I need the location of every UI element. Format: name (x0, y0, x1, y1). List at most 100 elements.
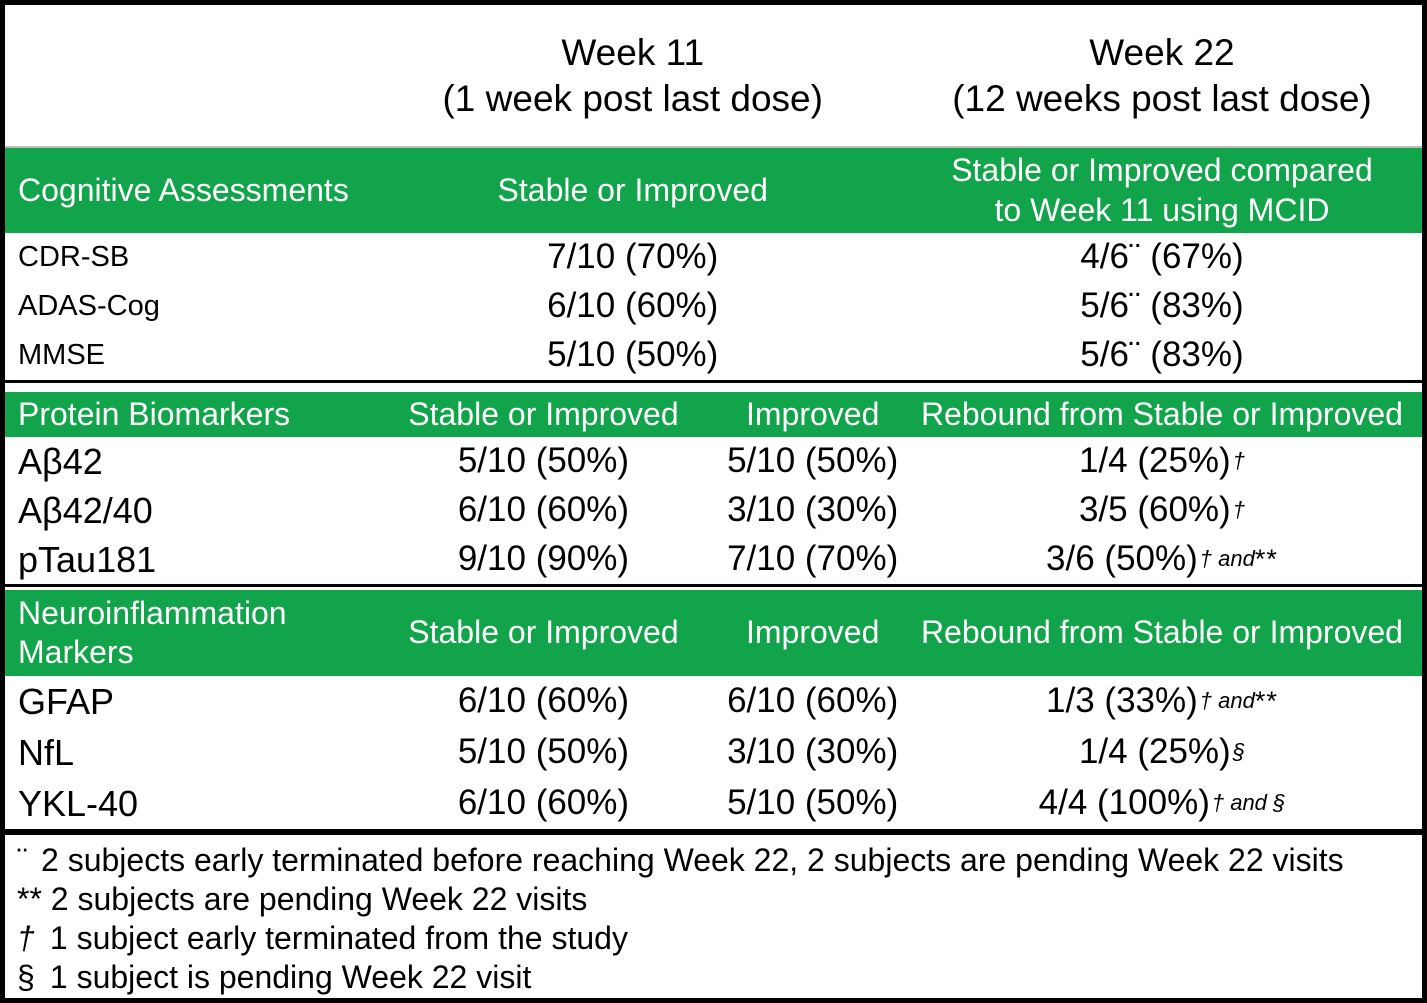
rebound-value-text: 1/4 (25%) (1078, 441, 1231, 481)
row-label: MMSE (18, 338, 105, 371)
rebound-value: 1/4 (25%) § (902, 727, 1422, 778)
cognitive-week22-column-header-line1: Stable or Improved compared (951, 152, 1373, 189)
table-row-mmse: MMSE 5/10 (50%) 5/6¨ (83%) (5, 331, 1422, 380)
row-label: YKL-40 (18, 782, 139, 824)
rebound-value-text: 4/4 (100%) (1038, 783, 1210, 823)
footnote-dagger: † 1 subject early terminated from the st… (17, 919, 1410, 958)
footnote-marker-sup: § (1232, 739, 1245, 765)
footnote-double-asterisk: ** 2 subjects are pending Week 22 visits (17, 880, 1410, 919)
cognitive-section-title: Cognitive Assessments (18, 171, 349, 208)
table-row-ptau181: pTau181 9/10 (90%) 7/10 (70%) 3/6 (50%) †… (5, 535, 1422, 584)
rebound-value: 1/3 (33%) † and ** (902, 676, 1422, 727)
week11-header: Week 11 (1 week post last dose) (364, 5, 902, 146)
protein-rebound-column-header: Rebound from Stable or Improved (920, 395, 1403, 432)
footnote-marker: ¨ (17, 842, 28, 878)
table-row-adas-cog: ADAS-Cog 6/10 (60%) 5/6¨ (83%) (5, 282, 1422, 331)
row-label: CDR-SB (18, 240, 130, 273)
cognitive-section-header: Cognitive Assessments Stable or Improved… (5, 148, 1422, 233)
footnote-marker-star: ** (1254, 544, 1278, 575)
footnote-marker-sup: † and (1199, 546, 1255, 572)
neuro-section-header: Neuroinflammation Markers Stable or Impr… (5, 590, 1422, 676)
protein-stable-column-header: Stable or Improved (408, 395, 679, 432)
stable-value: 6/10 (60%) (457, 490, 630, 530)
improved-value: 7/10 (70%) (727, 539, 899, 579)
stable-value: 5/10 (50%) (457, 732, 630, 772)
row-label: GFAP (18, 680, 115, 722)
timepoint-header-spacer (5, 5, 364, 146)
stable-value: 5/10 (50%) (457, 441, 630, 481)
table-row-ykl-40: YKL-40 6/10 (60%) 5/10 (50%) 4/4 (100%) †… (5, 778, 1422, 829)
improved-value: 3/10 (30%) (727, 732, 899, 772)
week11-value: 7/10 (70%) (547, 237, 719, 277)
section-gap (5, 383, 1422, 392)
section-divider (5, 584, 1422, 587)
footnote-marker-sup: † (1232, 497, 1245, 523)
week11-title: Week 11 (561, 32, 705, 74)
neuro-improved-column-header: Improved (745, 614, 880, 651)
week22-subtitle: (12 weeks post last dose) (952, 77, 1372, 119)
footnotes: ¨ 2 subjects early terminated before reac… (5, 835, 1422, 998)
rebound-value-text: 1/3 (33%) (1046, 681, 1198, 721)
row-label: Aβ42/40 (18, 489, 153, 531)
table-row-abeta42-40: Aβ42/40 6/10 (60%) 3/10 (30%) 3/5 (60%) † (5, 486, 1422, 535)
row-label: NfL (18, 731, 75, 773)
stable-value: 9/10 (90%) (457, 539, 630, 579)
improved-value: 6/10 (60%) (727, 681, 899, 721)
timepoint-header-row: Week 11 (1 week post last dose) Week 22 … (5, 5, 1422, 146)
footnote-marker-sup: † and (1199, 688, 1255, 714)
row-label: ADAS-Cog (18, 289, 160, 322)
protein-section-title: Protein Biomarkers (18, 395, 291, 432)
footnote-marker-sup: † (1232, 448, 1245, 474)
table-row-gfap: GFAP 6/10 (60%) 6/10 (60%) 1/3 (33%) † an… (5, 676, 1422, 727)
stable-value: 6/10 (60%) (457, 783, 630, 823)
neuro-rebound-column-header: Rebound from Stable or Improved (920, 614, 1403, 651)
table-row-nfl: NfL 5/10 (50%) 3/10 (30%) 1/4 (25%) § (5, 727, 1422, 778)
footnote-section-sign: § 1 subject is pending Week 22 visit (17, 958, 1410, 997)
row-label: Aβ42 (18, 440, 103, 482)
week22-header: Week 22 (12 weeks post last dose) (902, 5, 1422, 146)
rebound-value: 3/5 (60%) † (902, 486, 1422, 535)
footnote-marker: § (17, 959, 35, 995)
footnote-text: 1 subject is pending Week 22 visit (49, 959, 532, 995)
rebound-value: 3/6 (50%) † and ** (902, 535, 1422, 584)
rebound-value: 1/4 (25%) † (902, 437, 1422, 486)
neuro-section-title-line2: Markers (18, 634, 134, 670)
improved-value: 5/10 (50%) (727, 783, 899, 823)
footnote-text: 2 subjects are pending Week 22 visits (50, 881, 588, 917)
table-row-cdr-sb: CDR-SB 7/10 (70%) 4/6¨ (67%) (5, 233, 1422, 282)
footnote-divider (5, 829, 1422, 835)
rebound-value: 4/4 (100%) † and § (902, 778, 1422, 829)
row-label: pTau181 (18, 538, 157, 580)
improved-value: 5/10 (50%) (727, 441, 899, 481)
week22-value: 5/6¨ (83%) (1080, 335, 1244, 375)
footnote-text: 2 subjects early terminated before reach… (41, 842, 1344, 878)
cognitive-week22-column-header: Stable or Improved compared to Week 11 u… (902, 148, 1422, 233)
rebound-value-text: 3/5 (60%) (1078, 490, 1231, 530)
footnote-marker-star: ** (1254, 686, 1278, 717)
week22-value: 4/6¨ (67%) (1080, 237, 1244, 277)
week11-subtitle: (1 week post last dose) (442, 77, 823, 119)
week11-value: 6/10 (60%) (547, 286, 719, 326)
section-divider (5, 380, 1422, 383)
footnote-marker-sup: † and § (1211, 790, 1286, 816)
table-row-abeta42: Aβ42 5/10 (50%) 5/10 (50%) 1/4 (25%) † (5, 437, 1422, 486)
week11-value: 5/10 (50%) (547, 335, 719, 375)
rebound-value-text: 1/4 (25%) (1078, 732, 1231, 772)
cognitive-week11-column-header: Stable or Improved (497, 171, 768, 208)
footnote-marker: † (17, 920, 35, 956)
protein-section-header: Protein Biomarkers Stable or Improved Im… (5, 392, 1422, 437)
header-divider (5, 146, 1422, 148)
protein-improved-column-header: Improved (745, 395, 880, 432)
section-gap (5, 587, 1422, 590)
improved-value: 3/10 (30%) (727, 490, 899, 530)
cognitive-week22-column-header-line2: to Week 11 using MCID (994, 191, 1330, 228)
footnote-text: 1 subject early terminated from the stud… (49, 920, 628, 956)
neuro-stable-column-header: Stable or Improved (408, 614, 679, 651)
footnote-marker: ** (17, 881, 42, 917)
footnote-diaeresis: ¨ 2 subjects early terminated before reac… (17, 841, 1410, 880)
week22-title: Week 22 (1089, 32, 1235, 74)
neuro-section-title: Neuroinflammation Markers (5, 590, 364, 676)
neuro-section-title-line1: Neuroinflammation (18, 594, 287, 631)
rebound-value-text: 3/6 (50%) (1046, 539, 1198, 579)
